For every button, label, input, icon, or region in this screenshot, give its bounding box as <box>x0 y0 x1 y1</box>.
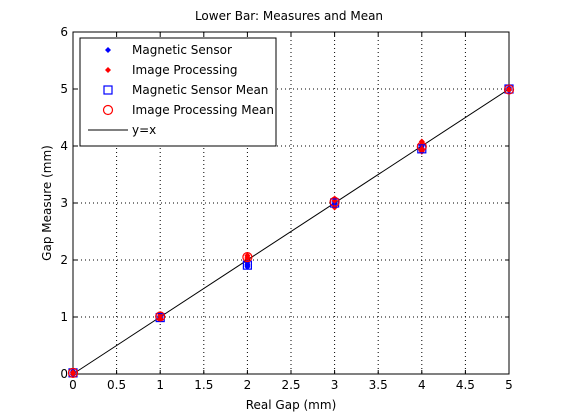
data-point <box>102 104 114 116</box>
legend: Magnetic Sensor Image Processing Magnetic … <box>79 37 277 147</box>
data-point <box>155 311 166 322</box>
x-tick-label: 1.5 <box>194 378 213 392</box>
legend-label: Image Processing Mean <box>132 103 274 117</box>
data-point <box>416 141 427 152</box>
x-tick-label: 3.5 <box>369 378 388 392</box>
data-point <box>506 87 512 94</box>
data-point <box>503 84 515 95</box>
x-tick-label: 5 <box>505 378 513 392</box>
x-tick-label: 1 <box>156 378 164 392</box>
x-tick-label: 4 <box>418 378 426 392</box>
legend-entry: Image Processing <box>105 63 237 77</box>
y-tick-label: 4 <box>60 139 68 153</box>
legend-label: Image Processing <box>132 63 237 77</box>
legend-box <box>79 37 277 147</box>
data-point <box>242 252 253 263</box>
legend-label: Magnetic Sensor Mean <box>132 83 268 97</box>
legend-entry: y=x <box>88 123 156 137</box>
x-tick-label: 2.5 <box>281 378 300 392</box>
legend-entry: Magnetic Sensor Mean <box>103 83 268 97</box>
data-point <box>105 67 111 73</box>
y-tick-label: 6 <box>60 25 68 39</box>
data-point <box>105 47 111 53</box>
x-tick-label: 4.5 <box>456 378 475 392</box>
axis-ticks: 0 0.5 1 1.5 2 2.5 3 3.5 4 4.5 5 0 1 2 3 4 5 6 <box>60 25 512 392</box>
series-group <box>70 86 512 377</box>
x-tick-label: 3 <box>331 378 339 392</box>
legend-label: y=x <box>132 123 156 137</box>
data-point <box>244 261 251 268</box>
x-tick-label: 0 <box>69 378 77 392</box>
legend-entry: Image Processing Mean <box>102 103 274 117</box>
y-tick-label: 5 <box>60 82 68 96</box>
data-point <box>329 196 340 207</box>
series-layer <box>67 84 515 378</box>
x-axis-label: Real Gap (mm) <box>246 398 337 412</box>
series-line <box>72 88 510 375</box>
legend-entry: Magnetic Sensor <box>105 43 232 57</box>
data-point <box>103 85 113 95</box>
y-tick-label: 3 <box>60 196 68 210</box>
x-tick-label: 2 <box>244 378 252 392</box>
data-point <box>70 369 76 376</box>
y-tick-label: 1 <box>60 310 68 324</box>
y-tick-label: 0 <box>60 367 68 381</box>
legend-label: Magnetic Sensor <box>132 43 232 57</box>
data-point <box>67 367 79 378</box>
chart-title: Lower Bar: Measures and Mean <box>195 9 383 23</box>
y-axis-label: Gap Measure (mm) <box>40 145 54 261</box>
series-group <box>67 84 515 378</box>
data-point <box>244 254 251 261</box>
y-tick-label: 2 <box>60 253 68 267</box>
x-tick-label: 0.5 <box>107 378 126 392</box>
data-point <box>157 312 164 319</box>
